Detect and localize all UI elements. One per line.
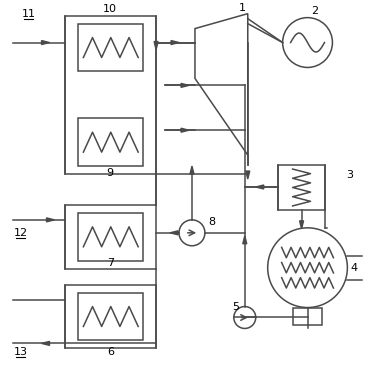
Bar — [65, 205, 156, 269]
Text: 8: 8 — [208, 217, 215, 227]
Text: 10: 10 — [103, 4, 117, 14]
Polygon shape — [190, 166, 194, 174]
Bar — [78, 24, 143, 71]
Polygon shape — [300, 221, 303, 229]
Bar — [65, 15, 156, 174]
Bar — [78, 293, 143, 340]
Bar — [78, 213, 143, 261]
Polygon shape — [47, 218, 54, 222]
Text: 3: 3 — [346, 170, 353, 180]
Bar — [78, 118, 143, 166]
Polygon shape — [256, 185, 264, 189]
Bar — [65, 284, 156, 348]
Text: 2: 2 — [311, 6, 318, 16]
Polygon shape — [41, 342, 50, 346]
Text: 6: 6 — [107, 347, 114, 357]
Polygon shape — [181, 84, 189, 87]
Polygon shape — [171, 40, 179, 45]
Polygon shape — [154, 42, 158, 50]
Text: 12: 12 — [14, 228, 28, 238]
Bar — [278, 165, 326, 210]
Polygon shape — [246, 171, 250, 179]
Text: 5: 5 — [232, 301, 239, 312]
Text: 4: 4 — [351, 263, 358, 273]
Bar — [293, 308, 323, 325]
Polygon shape — [170, 231, 178, 235]
Polygon shape — [41, 40, 50, 45]
Text: 9: 9 — [107, 168, 114, 178]
Text: 13: 13 — [14, 347, 28, 357]
Polygon shape — [181, 128, 189, 132]
Text: 7: 7 — [107, 258, 114, 268]
Polygon shape — [243, 236, 247, 244]
Text: 11: 11 — [21, 8, 36, 19]
Text: 1: 1 — [239, 3, 246, 13]
